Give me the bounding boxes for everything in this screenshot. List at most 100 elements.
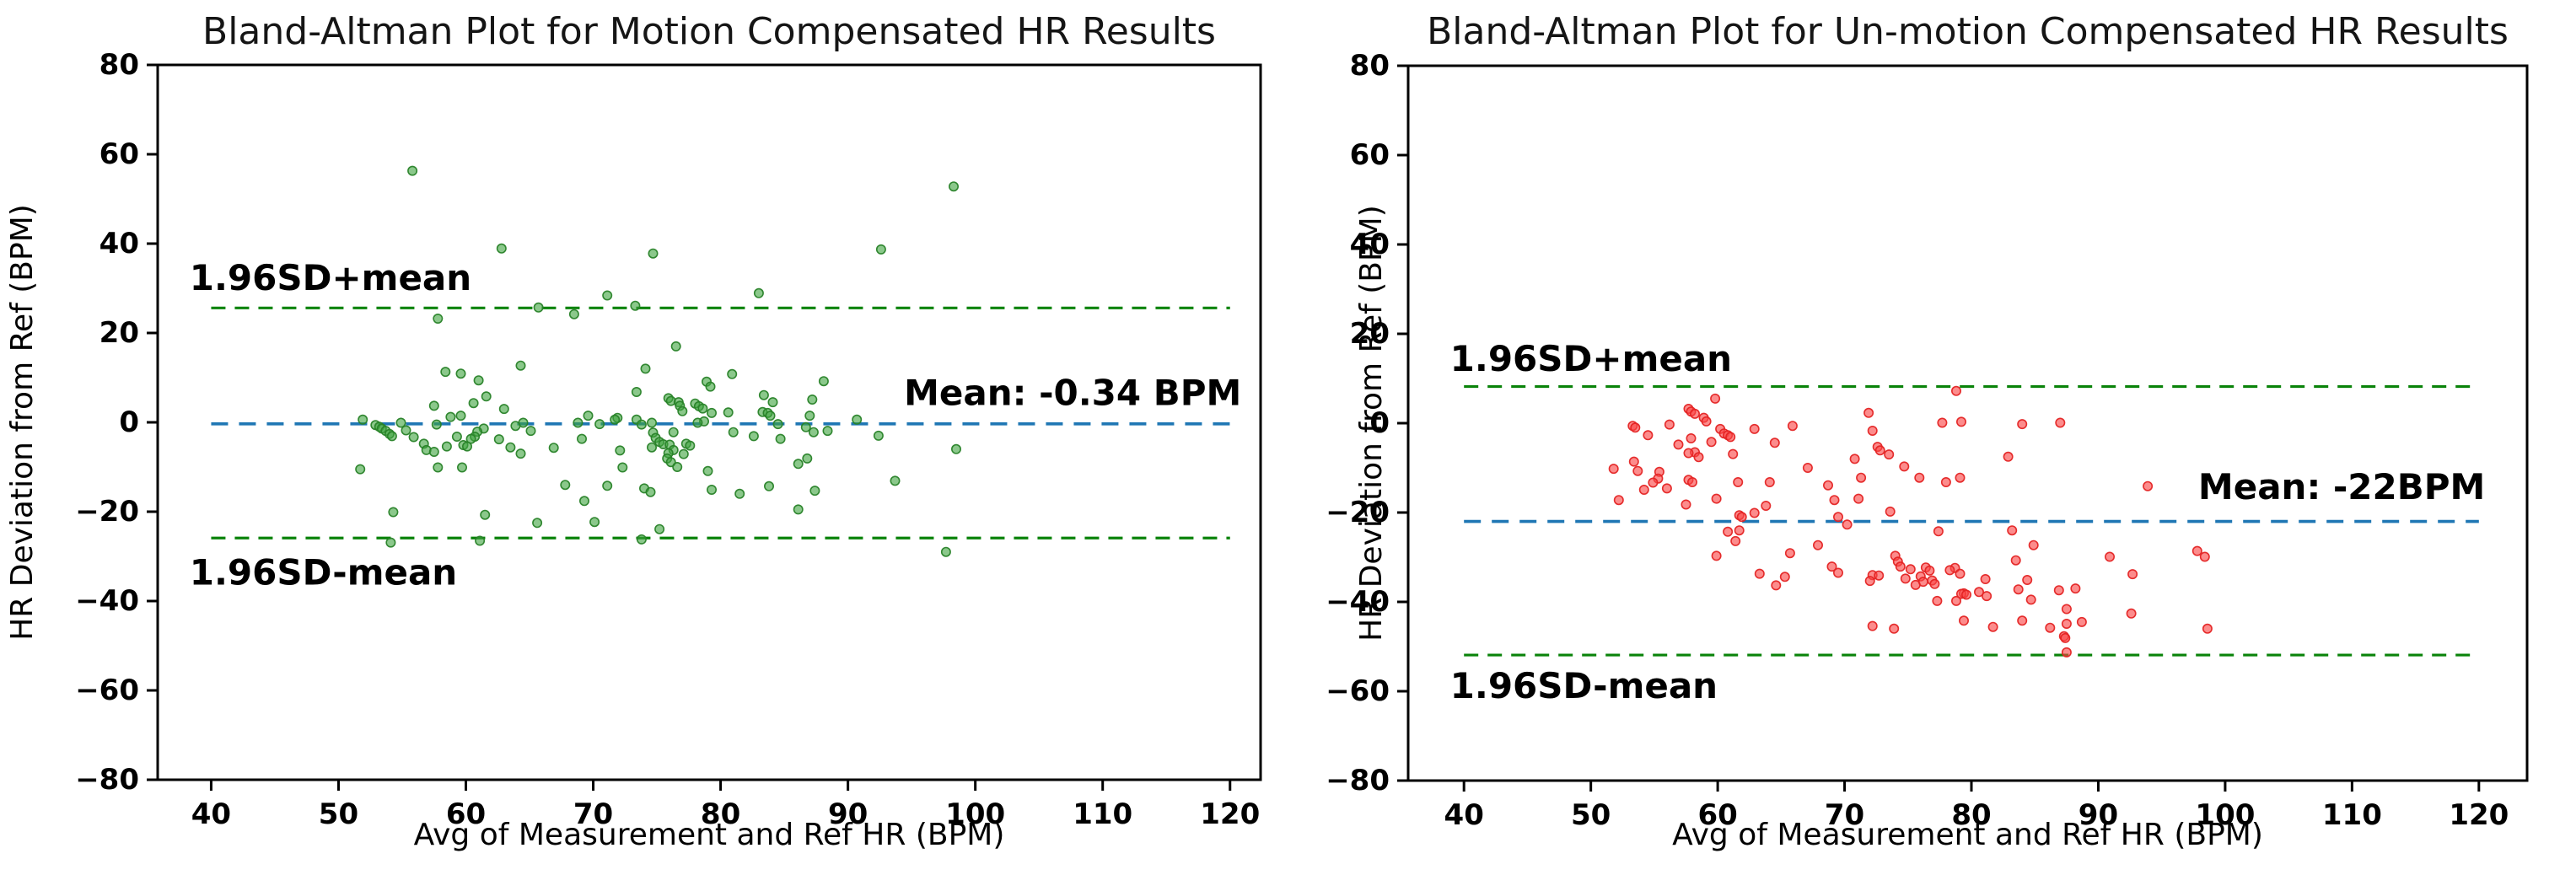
data-point xyxy=(441,441,452,452)
x-axis-label: Avg of Measurement and Ref HR (BPM) xyxy=(414,818,1005,852)
lower-loa-line-label: 1.96SD-mean xyxy=(1450,665,1718,706)
data-point xyxy=(1829,495,1840,506)
data-point xyxy=(533,302,544,313)
x-tick-label: 70 xyxy=(1825,798,1864,832)
data-point xyxy=(2061,604,2072,615)
data-point xyxy=(1823,480,1834,491)
data-point xyxy=(793,504,804,515)
data-point xyxy=(1940,476,1951,487)
y-tick-label: −20 xyxy=(1326,496,1390,529)
data-point xyxy=(1956,416,1967,427)
data-point xyxy=(1900,573,1911,584)
data-point xyxy=(1771,580,1782,591)
data-point xyxy=(2061,647,2072,658)
data-point xyxy=(1749,423,1760,434)
data-point xyxy=(767,397,778,408)
data-point xyxy=(2076,616,2087,627)
data-point xyxy=(804,411,815,421)
data-point xyxy=(2060,632,2071,643)
data-point xyxy=(1749,507,1760,518)
data-point xyxy=(2013,584,2024,595)
data-point xyxy=(822,426,833,437)
x-tick-label: 90 xyxy=(2079,798,2118,832)
data-point xyxy=(1681,499,1691,510)
data-point xyxy=(1706,437,1717,448)
data-point xyxy=(1784,548,1795,559)
y-tick-label: 80 xyxy=(99,48,139,82)
x-tick-label: 70 xyxy=(573,797,613,831)
data-point xyxy=(2199,551,2210,562)
data-point xyxy=(1889,623,1900,634)
data-point xyxy=(1905,564,1916,575)
data-point xyxy=(1664,419,1675,430)
data-point xyxy=(568,309,579,319)
data-point xyxy=(1764,476,1775,487)
x-tick-label: 110 xyxy=(1073,797,1132,831)
x-axis-label: Avg of Measurement and Ref HR (BPM) xyxy=(1672,818,2263,852)
data-point xyxy=(1608,464,1619,475)
y-tick-label: 0 xyxy=(1369,406,1390,440)
data-point xyxy=(480,509,491,520)
data-point xyxy=(640,363,651,374)
data-point xyxy=(573,417,583,428)
data-point xyxy=(401,425,411,436)
data-point xyxy=(1863,407,1874,418)
data-point xyxy=(748,431,759,442)
upper-loa-line-label: 1.96SD+mean xyxy=(1450,338,1732,379)
data-point xyxy=(646,442,657,453)
data-point xyxy=(1914,472,1925,483)
data-point xyxy=(576,433,587,444)
data-point xyxy=(355,464,366,475)
data-point xyxy=(515,448,526,459)
data-point xyxy=(2017,419,2028,430)
data-point xyxy=(440,367,451,378)
data-point xyxy=(1701,416,1712,427)
data-point xyxy=(1661,483,1672,494)
data-point xyxy=(1929,578,1940,589)
data-point xyxy=(1982,591,1993,602)
data-point xyxy=(455,368,466,379)
data-point xyxy=(428,446,439,457)
data-point xyxy=(2025,594,2036,605)
data-point xyxy=(636,419,647,430)
data-point xyxy=(1779,572,1790,582)
data-point xyxy=(1690,408,1701,419)
data-point xyxy=(692,417,703,428)
data-point xyxy=(358,414,368,425)
x-tick-label: 80 xyxy=(1951,798,1991,832)
data-point xyxy=(800,421,811,432)
data-point xyxy=(1987,621,1998,632)
data-point xyxy=(852,414,863,425)
data-point xyxy=(723,407,734,418)
data-point xyxy=(802,453,813,464)
data-point xyxy=(1813,539,1824,550)
data-point xyxy=(940,546,951,557)
data-point xyxy=(493,434,504,445)
data-point xyxy=(1853,493,1864,504)
data-point xyxy=(807,394,818,405)
y-tick-label: −80 xyxy=(1326,764,1390,797)
x-tick-label: 120 xyxy=(2449,798,2509,832)
scatter-points xyxy=(1608,385,2213,658)
y-tick-label: −60 xyxy=(75,674,139,707)
data-point xyxy=(1864,576,1875,587)
data-point xyxy=(1733,476,1744,487)
data-point xyxy=(1723,526,1734,537)
data-point xyxy=(1955,568,1966,579)
data-point xyxy=(1944,565,1955,576)
y-tick-label: 20 xyxy=(99,316,139,350)
data-point xyxy=(532,518,543,529)
data-point xyxy=(431,419,442,430)
data-point xyxy=(648,248,659,259)
data-point xyxy=(1693,452,1704,463)
data-point xyxy=(505,442,516,453)
plot-left: 40 50 60 70 80 90 100 110 120 −80 −60 −40 −20 0 20 40 60… xyxy=(5,10,1262,852)
data-point xyxy=(498,404,509,415)
x-tick-label: 90 xyxy=(828,797,868,831)
y-tick-label: 20 xyxy=(1350,317,1390,351)
data-point xyxy=(2143,480,2154,491)
data-point xyxy=(548,443,559,454)
x-tick-label: 60 xyxy=(1697,798,1737,832)
data-point xyxy=(1933,526,1944,537)
data-point xyxy=(1951,385,1962,396)
